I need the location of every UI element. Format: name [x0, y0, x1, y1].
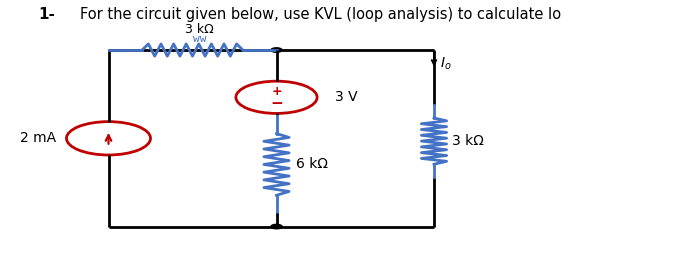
- Text: +: +: [271, 85, 282, 98]
- Circle shape: [271, 224, 282, 229]
- Text: $I_o$: $I_o$: [440, 56, 452, 72]
- Text: 3 V: 3 V: [335, 90, 357, 104]
- Text: 6 kΩ: 6 kΩ: [296, 157, 328, 172]
- Text: 1-: 1-: [38, 7, 55, 22]
- Text: For the circuit given below, use KVL (loop analysis) to calculate Io: For the circuit given below, use KVL (lo…: [80, 7, 561, 22]
- Text: 3 kΩ: 3 kΩ: [185, 23, 214, 36]
- Text: −: −: [270, 96, 283, 111]
- Text: 2 mA: 2 mA: [20, 131, 56, 145]
- Text: ww: ww: [193, 34, 206, 44]
- Circle shape: [271, 48, 282, 52]
- Text: 3 kΩ: 3 kΩ: [452, 134, 484, 148]
